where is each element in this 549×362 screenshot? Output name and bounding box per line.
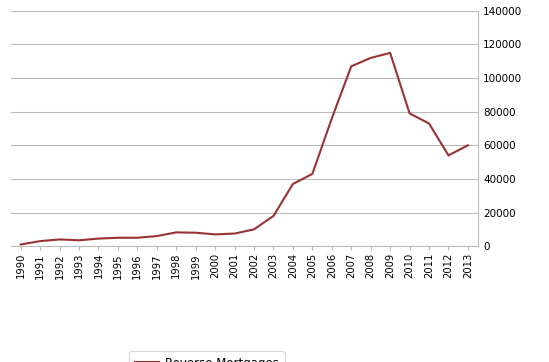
Reverse Mortgages: [18, 242, 24, 247]
Reverse Mortgages: [387, 51, 394, 55]
Reverse Mortgages: [445, 153, 452, 157]
Reverse Mortgages: [134, 236, 141, 240]
Reverse Mortgages: [37, 239, 43, 243]
Reverse Mortgages: [231, 231, 238, 236]
Reverse Mortgages: [212, 232, 219, 237]
Line: Reverse Mortgages: Reverse Mortgages: [21, 53, 468, 244]
Reverse Mortgages: [173, 230, 180, 235]
Reverse Mortgages: [76, 238, 82, 243]
Reverse Mortgages: [290, 182, 296, 186]
Legend: Reverse Mortgages: Reverse Mortgages: [130, 351, 284, 362]
Reverse Mortgages: [115, 236, 121, 240]
Reverse Mortgages: [95, 236, 102, 241]
Reverse Mortgages: [406, 111, 413, 115]
Reverse Mortgages: [270, 214, 277, 218]
Reverse Mortgages: [348, 64, 355, 68]
Reverse Mortgages: [251, 227, 257, 232]
Reverse Mortgages: [309, 172, 316, 176]
Reverse Mortgages: [57, 237, 63, 241]
Reverse Mortgages: [154, 234, 160, 238]
Reverse Mortgages: [367, 56, 374, 60]
Reverse Mortgages: [328, 116, 335, 121]
Reverse Mortgages: [425, 121, 432, 126]
Reverse Mortgages: [464, 143, 471, 147]
Reverse Mortgages: [192, 231, 199, 235]
